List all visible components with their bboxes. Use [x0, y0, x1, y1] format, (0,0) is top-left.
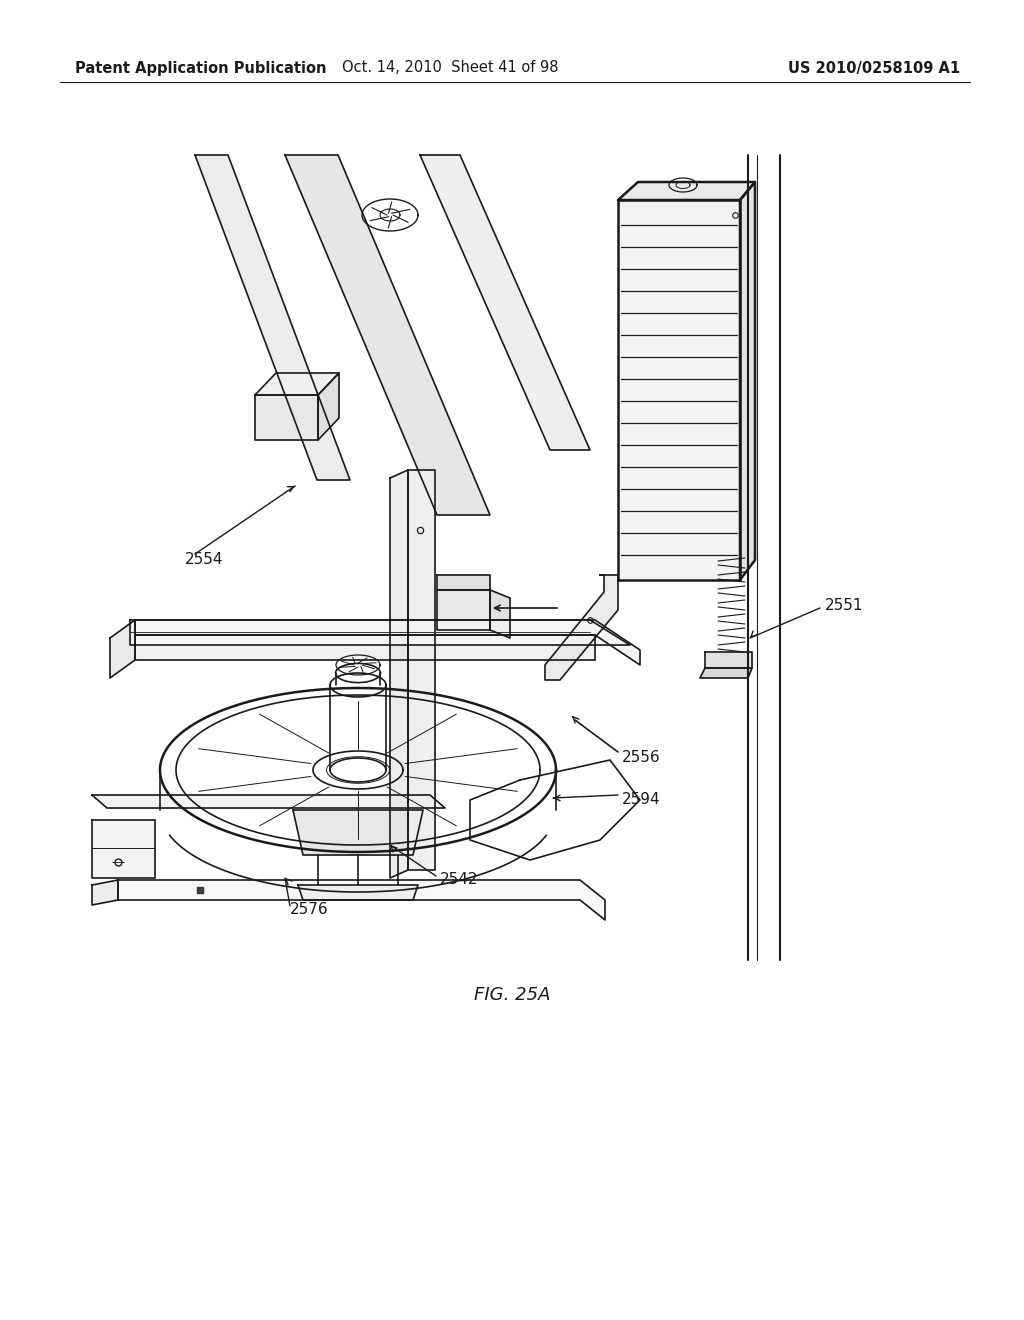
Text: 2542: 2542 — [440, 873, 478, 887]
Polygon shape — [255, 374, 339, 395]
Polygon shape — [618, 201, 740, 579]
Polygon shape — [318, 374, 339, 440]
Text: Oct. 14, 2010  Sheet 41 of 98: Oct. 14, 2010 Sheet 41 of 98 — [342, 61, 558, 75]
Polygon shape — [135, 620, 640, 665]
Text: FIG. 25A: FIG. 25A — [474, 986, 550, 1005]
Polygon shape — [700, 668, 752, 678]
Polygon shape — [420, 154, 590, 450]
Polygon shape — [545, 576, 618, 680]
Polygon shape — [135, 635, 595, 660]
Polygon shape — [408, 470, 435, 870]
Polygon shape — [298, 884, 418, 900]
Polygon shape — [740, 182, 755, 579]
Polygon shape — [92, 880, 118, 906]
Polygon shape — [490, 590, 510, 638]
Polygon shape — [255, 395, 318, 440]
Polygon shape — [92, 795, 445, 808]
Polygon shape — [92, 820, 155, 878]
Text: 2576: 2576 — [290, 903, 329, 917]
Text: Patent Application Publication: Patent Application Publication — [75, 61, 327, 75]
Text: 2551: 2551 — [825, 598, 863, 612]
Polygon shape — [390, 470, 408, 878]
Text: US 2010/0258109 A1: US 2010/0258109 A1 — [787, 61, 961, 75]
Text: 2556: 2556 — [622, 751, 660, 766]
Polygon shape — [285, 154, 490, 515]
Polygon shape — [618, 182, 755, 201]
Text: 2554: 2554 — [185, 553, 223, 568]
Polygon shape — [293, 810, 423, 855]
Polygon shape — [118, 880, 605, 920]
Text: 2594: 2594 — [622, 792, 660, 808]
Polygon shape — [130, 620, 630, 645]
Polygon shape — [110, 620, 135, 678]
Polygon shape — [437, 576, 490, 590]
Polygon shape — [195, 154, 350, 480]
Polygon shape — [705, 652, 752, 668]
Polygon shape — [437, 590, 490, 630]
